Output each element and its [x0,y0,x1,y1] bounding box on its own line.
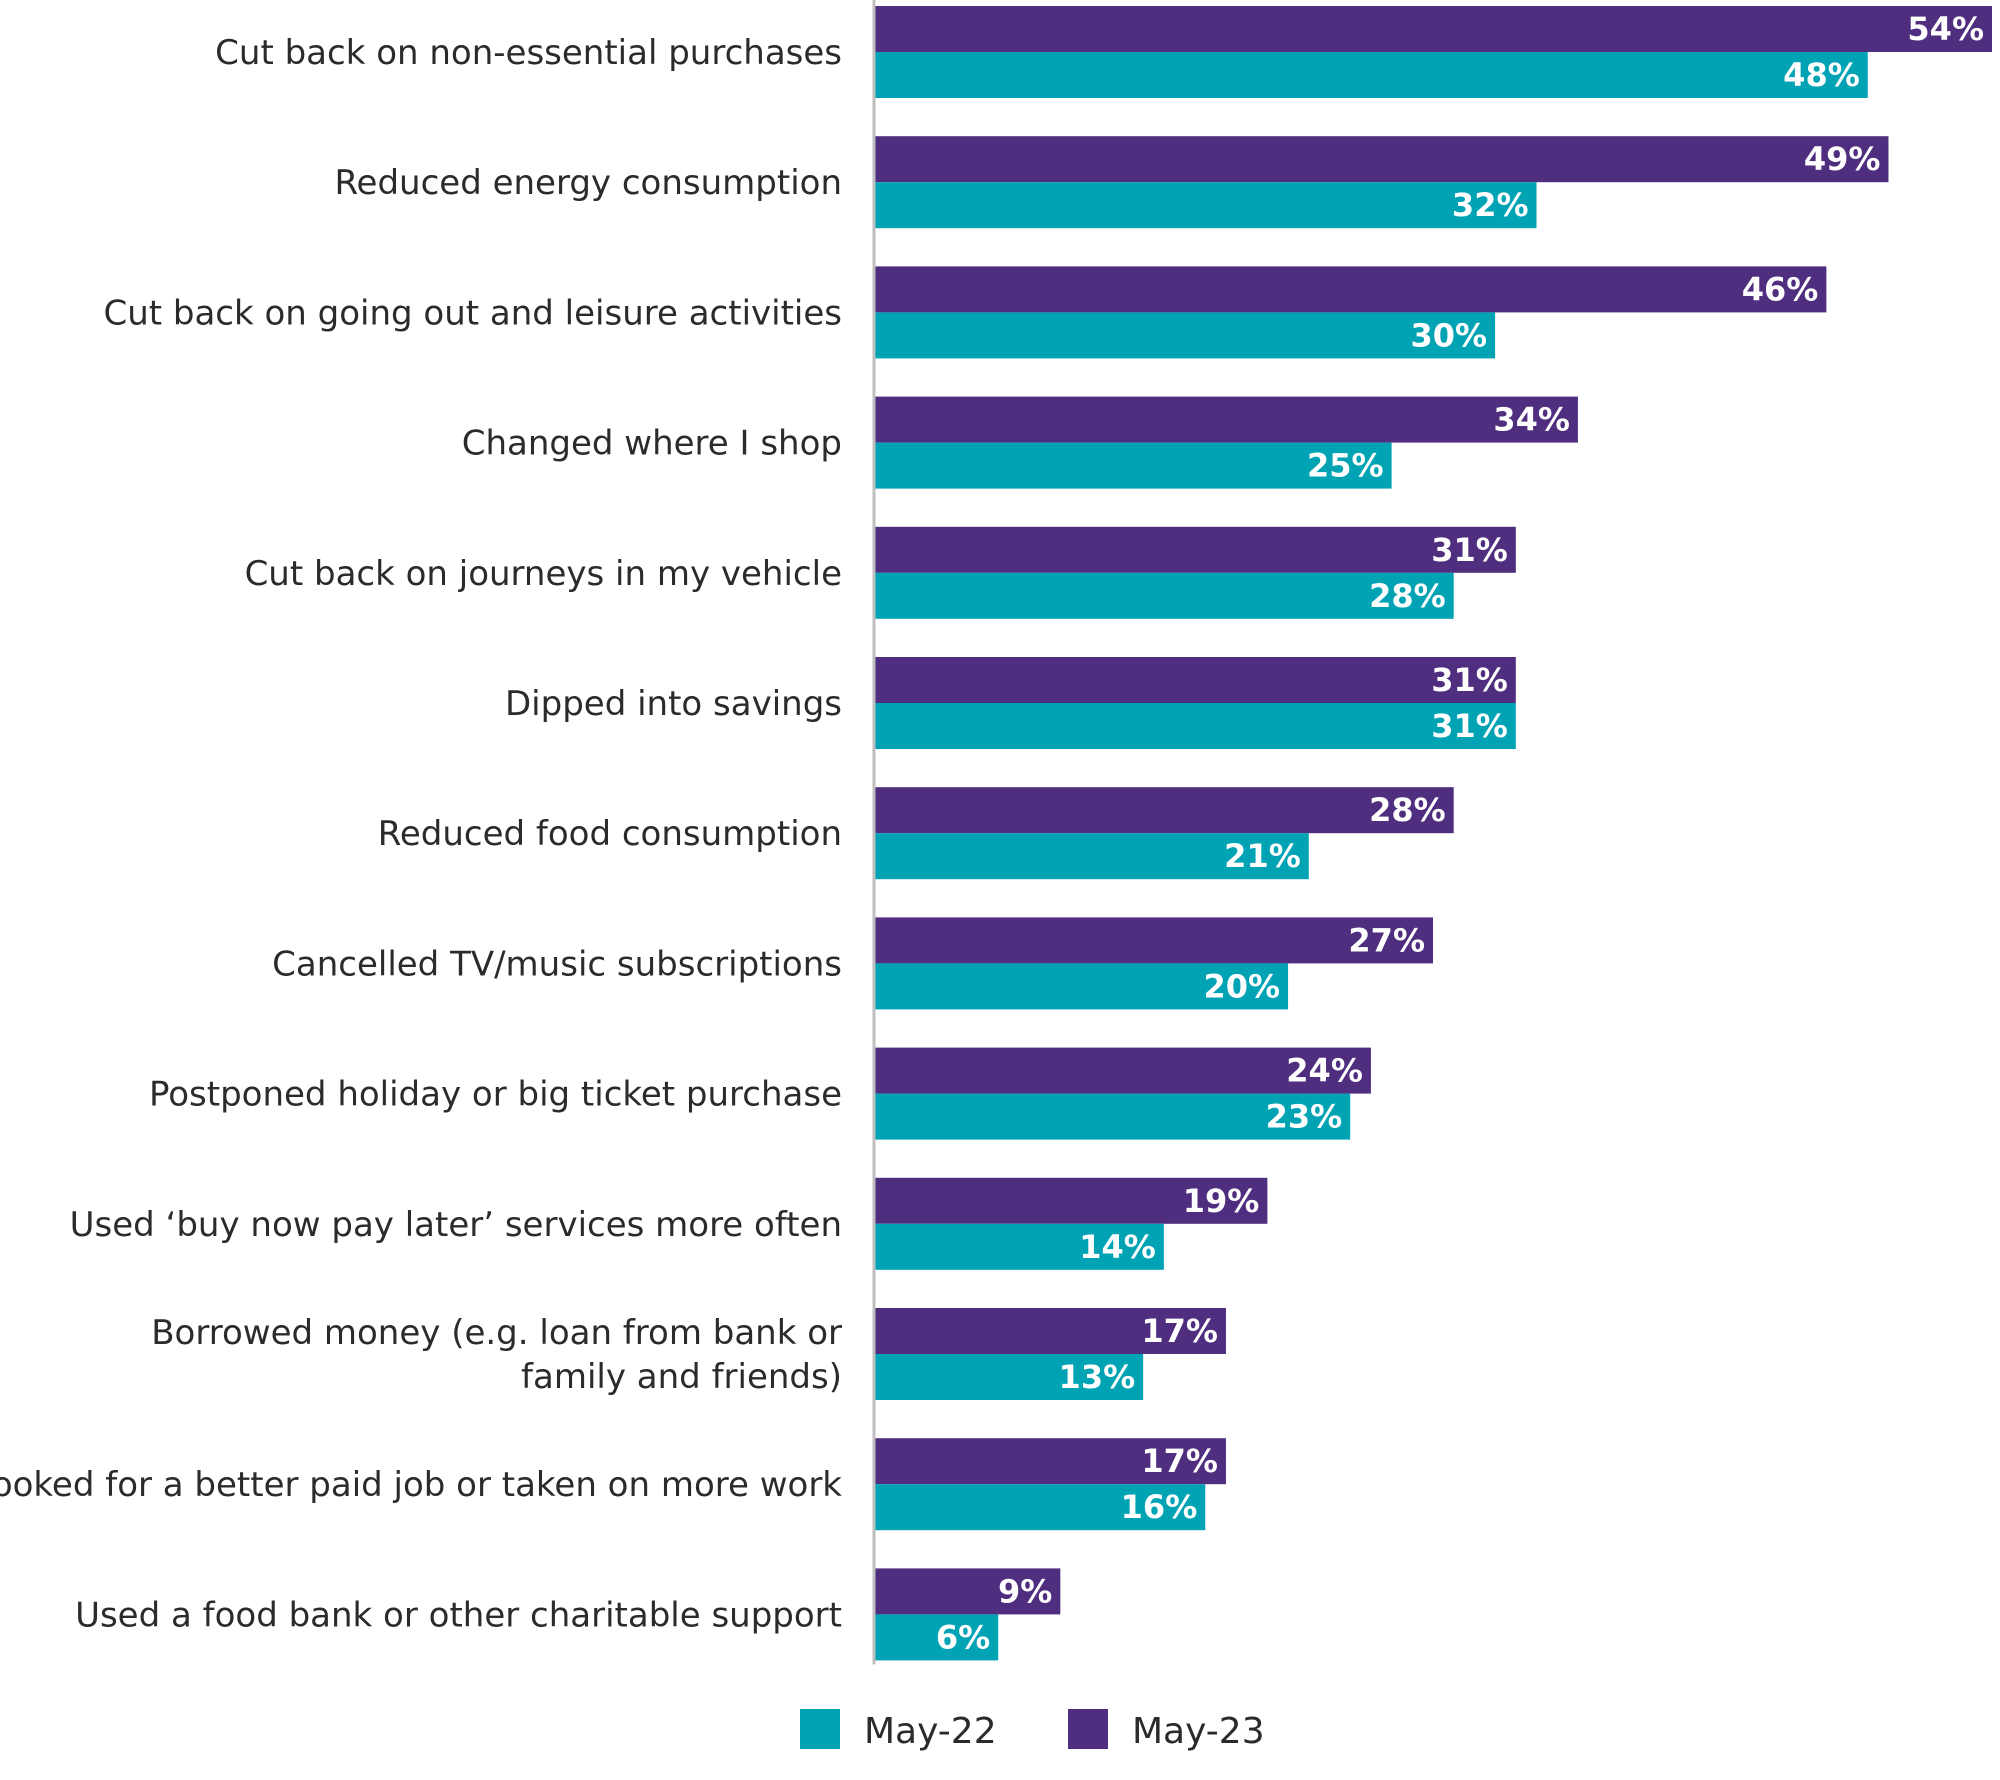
data-label-may-22-cut-back-on-going-out-and-leisure-activities: 30% [1411,316,1488,354]
bar-may-22-dipped-into-savings [874,703,1516,749]
legend-swatch-may-22 [800,1709,840,1749]
bar-may-23-cancelled-tv-music-subscriptions [874,917,1433,964]
data-label-may-23-dipped-into-savings: 31% [1431,661,1508,699]
bar-may-22-cut-back-on-going-out-and-leisure-activities [874,312,1496,359]
data-label-may-23-postponed-holiday-or-big-ticket-purchase: 24% [1286,1052,1363,1090]
category-label-cut-back-on-going-out-and-leisure-activities: Cut back on going out and leisure activi… [103,293,842,333]
category-labels: Cut back on non-essential purchases Reduc… [0,33,842,1635]
bar-may-22-postponed-holiday-or-big-ticket-purchase [874,1093,1351,1140]
bar-may-22-changed-where-i-shop [874,442,1392,489]
bar-may-23-looked-for-a-better-paid-job-or-taken-on-more-work [874,1438,1226,1485]
bars-layer: 54% 48% 49% 32% 46% 30% 34% 25% 31% 28% 31% 31% 28% 2… [874,6,1992,1661]
data-label-may-22-cut-back-on-journeys-in-my-vehicle: 28% [1369,577,1446,615]
bar-may-23-dipped-into-savings [874,657,1516,703]
bar-may-23-postponed-holiday-or-big-ticket-purchase [874,1047,1371,1094]
data-label-may-23-reduced-energy-consumption: 49% [1804,140,1881,178]
data-label-may-22-changed-where-i-shop: 25% [1307,447,1384,485]
category-label-dipped-into-savings: Dipped into savings [505,684,842,724]
bar-may-23-cut-back-on-non-essential-purchases [874,6,1992,52]
data-label-may-23-changed-where-i-shop: 34% [1493,401,1570,439]
bar-may-22-borrowed-money-e-g-loan-from-bank-or-family-and-friends [874,1354,1144,1400]
data-label-may-23-used-buy-now-pay-later-services-more-often: 19% [1183,1182,1260,1220]
data-label-may-23-cut-back-on-non-essential-purchases: 54% [1907,10,1984,48]
category-label-reduced-energy-consumption: Reduced energy consumption [334,163,842,203]
data-label-may-23-used-a-food-bank-or-other-charitable-support: 9% [998,1572,1052,1610]
data-label-may-22-dipped-into-savings: 31% [1431,707,1508,745]
category-label-postponed-holiday-or-big-ticket-purchase: Postponed holiday or big ticket purchase [149,1075,842,1115]
bar-may-23-used-buy-now-pay-later-services-more-often [874,1177,1268,1224]
bar-may-22-reduced-energy-consumption [874,182,1537,229]
bar-may-22-used-buy-now-pay-later-services-more-often [874,1223,1164,1270]
category-label-borrowed-money-e-g-loan-from-bank-or-family-and-friends-line-1: Borrowed money (e.g. loan from bank or [151,1313,842,1353]
legend-swatch-may-23 [1068,1709,1108,1749]
data-label-may-23-cancelled-tv-music-subscriptions: 27% [1348,921,1425,959]
bar-may-22-reduced-food-consumption [874,833,1309,880]
data-label-may-23-cut-back-on-going-out-and-leisure-activities: 46% [1742,270,1819,308]
data-label-may-23-reduced-food-consumption: 28% [1369,791,1446,829]
bar-may-23-reduced-energy-consumption [874,136,1889,183]
legend-label-may-22: May-22 [864,1711,997,1752]
bar-may-22-looked-for-a-better-paid-job-or-taken-on-more-work [874,1484,1206,1531]
category-label-cut-back-on-journeys-in-my-vehicle: Cut back on journeys in my vehicle [245,554,842,594]
bar-may-22-cut-back-on-non-essential-purchases [874,52,1868,98]
data-label-may-22-looked-for-a-better-paid-job-or-taken-on-more-work: 16% [1121,1488,1198,1526]
data-label-may-22-postponed-holiday-or-big-ticket-purchase: 23% [1266,1098,1343,1136]
data-label-may-23-cut-back-on-journeys-in-my-vehicle: 31% [1431,531,1508,569]
category-label-used-buy-now-pay-later-services-more-often: Used ‘buy now pay later’ services more o… [70,1205,842,1245]
bar-may-23-reduced-food-consumption [874,787,1454,834]
legend-label-may-23: May-23 [1132,1711,1265,1752]
legend: May-22 May-23 [800,1709,1265,1752]
data-label-may-22-used-buy-now-pay-later-services-more-often: 14% [1079,1228,1156,1266]
category-label-changed-where-i-shop: Changed where I shop [462,424,842,464]
bar-may-22-used-a-food-bank-or-other-charitable-support [874,1614,999,1661]
data-label-may-23-borrowed-money-e-g-loan-from-bank-or-family-and-friends: 17% [1141,1312,1218,1350]
category-label-cut-back-on-non-essential-purchases: Cut back on non-essential purchases [215,33,842,73]
bar-may-23-cut-back-on-journeys-in-my-vehicle [874,526,1516,573]
data-label-may-22-reduced-food-consumption: 21% [1224,837,1301,875]
category-label-looked-for-a-better-paid-job-or-taken-on-more-work: Looked for a better paid job or taken on… [0,1465,842,1505]
category-label-used-a-food-bank-or-other-charitable-support: Used a food bank or other charitable sup… [75,1595,842,1635]
bar-may-23-used-a-food-bank-or-other-charitable-support [874,1568,1061,1615]
bar-may-22-cut-back-on-journeys-in-my-vehicle [874,572,1454,619]
bar-may-23-changed-where-i-shop [874,396,1578,443]
data-label-may-22-used-a-food-bank-or-other-charitable-support: 6% [936,1618,990,1656]
bar-may-23-cut-back-on-going-out-and-leisure-activities [874,266,1827,313]
category-label-cancelled-tv-music-subscriptions: Cancelled TV/music subscriptions [272,944,842,984]
data-label-may-22-reduced-energy-consumption: 32% [1452,186,1529,224]
data-label-may-22-cancelled-tv-music-subscriptions: 20% [1203,967,1280,1005]
bar-may-23-borrowed-money-e-g-loan-from-bank-or-family-and-friends [874,1308,1226,1354]
data-label-may-23-looked-for-a-better-paid-job-or-taken-on-more-work: 17% [1141,1442,1218,1480]
data-label-may-22-cut-back-on-non-essential-purchases: 48% [1783,56,1860,94]
category-label-borrowed-money-e-g-loan-from-bank-or-family-and-friends-line-2: family and friends) [521,1357,842,1397]
bar-may-22-cancelled-tv-music-subscriptions [874,963,1289,1010]
category-label-reduced-food-consumption: Reduced food consumption [378,814,842,854]
data-label-may-22-borrowed-money-e-g-loan-from-bank-or-family-and-friends: 13% [1059,1358,1136,1396]
